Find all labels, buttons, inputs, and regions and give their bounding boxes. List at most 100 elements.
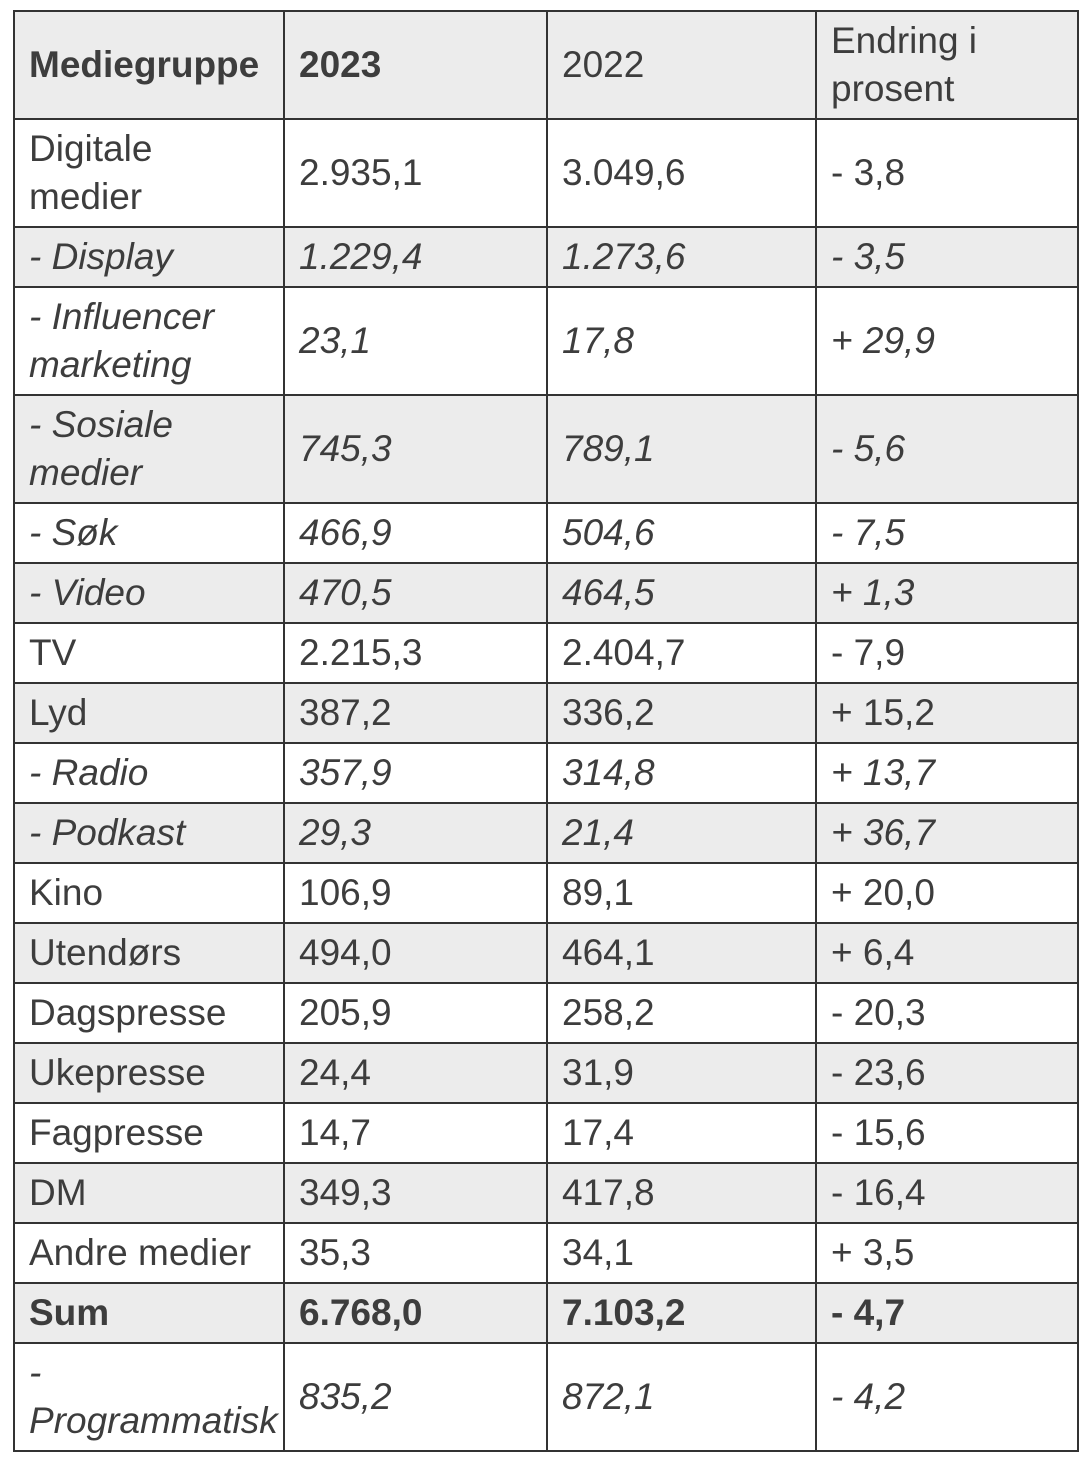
table-row: Digitale medier 2.935,1 3.049,6- 3,8: [13, 118, 1079, 228]
value-2023-cell: 24,4: [283, 1042, 548, 1104]
value-2023-cell: 470,5: [283, 562, 548, 624]
table-header: Mediegruppe 2023 2022 Endring i prosent: [13, 10, 1079, 120]
value-2023-cell: 387,2: [283, 682, 548, 744]
value-2022-cell: 7.103,2: [546, 1282, 817, 1344]
table-row: Fagpresse 14,7 17,4- 15,6: [13, 1102, 1079, 1164]
table-row: - Display 1.229,4 1.273,6- 3,5: [13, 226, 1079, 288]
value-2022-cell: 417,8: [546, 1162, 817, 1224]
row-label-cell: - Podkast: [13, 802, 285, 864]
table-row: Andre medier 35,3 34,1 + 3,5: [13, 1222, 1079, 1284]
value-2023-cell: 745,3: [283, 394, 548, 504]
value-2022-cell: 872,1: [546, 1342, 817, 1452]
row-label-cell: - Sosiale medier: [13, 394, 285, 504]
table-row: TV 2.215,3 2.404,7- 7,9: [13, 622, 1079, 684]
change-percent-cell: + 6,4: [815, 922, 1079, 984]
change-percent-cell: + 20,0: [815, 862, 1079, 924]
value-2022-cell: 464,1: [546, 922, 817, 984]
row-label-cell: Lyd: [13, 682, 285, 744]
value-2022-cell: 17,8: [546, 286, 817, 396]
row-label-cell: - Influencer marketing: [13, 286, 285, 396]
value-2023-cell: 2.935,1: [283, 118, 548, 228]
table-row: - Programmatisk 835,2 872,1- 4,2: [13, 1342, 1079, 1452]
value-2023-cell: 466,9: [283, 502, 548, 564]
value-2022-cell: 504,6: [546, 502, 817, 564]
change-percent-cell: - 4,7: [815, 1282, 1079, 1344]
table-row: Sum 6.768,0 7.103,2- 4,7: [13, 1282, 1079, 1344]
table-row: Kino 106,9 89,1 + 20,0: [13, 862, 1079, 924]
value-2022-cell: 34,1: [546, 1222, 817, 1284]
change-percent-cell: - 5,6: [815, 394, 1079, 504]
value-2023-cell: 35,3: [283, 1222, 548, 1284]
change-percent-cell: - 3,5: [815, 226, 1079, 288]
table-row: - Video 470,5 464,5 + 1,3: [13, 562, 1079, 624]
row-label-cell: Digitale medier: [13, 118, 285, 228]
row-label-cell: Dagspresse: [13, 982, 285, 1044]
value-2022-cell: 31,9: [546, 1042, 817, 1104]
table-row: - Søk 466,9 504,6- 7,5: [13, 502, 1079, 564]
value-2022-cell: 3.049,6: [546, 118, 817, 228]
change-percent-cell: - 15,6: [815, 1102, 1079, 1164]
value-2023-cell: 205,9: [283, 982, 548, 1044]
table-row: - Sosiale medier 745,3 789,1- 5,6: [13, 394, 1079, 504]
table-row: Lyd 387,2 336,2 + 15,2: [13, 682, 1079, 744]
change-percent-cell: - 16,4: [815, 1162, 1079, 1224]
value-2023-cell: 2.215,3: [283, 622, 548, 684]
value-2023-cell: 1.229,4: [283, 226, 548, 288]
table-row: - Radio 357,9 314,8 + 13,7: [13, 742, 1079, 804]
value-2023-cell: 357,9: [283, 742, 548, 804]
header-2023: 2023: [283, 10, 548, 120]
value-2022-cell: 2.404,7: [546, 622, 817, 684]
row-label-cell: Fagpresse: [13, 1102, 285, 1164]
change-percent-cell: + 15,2: [815, 682, 1079, 744]
value-2023-cell: 23,1: [283, 286, 548, 396]
row-label-cell: Kino: [13, 862, 285, 924]
value-2022-cell: 336,2: [546, 682, 817, 744]
row-label-cell: - Søk: [13, 502, 285, 564]
table-row: - Podkast 29,3 21,4 + 36,7: [13, 802, 1079, 864]
table-row: Ukepresse 24,4 31,9- 23,6: [13, 1042, 1079, 1104]
change-percent-cell: - 4,2: [815, 1342, 1079, 1452]
value-2022-cell: 21,4: [546, 802, 817, 864]
row-label-cell: Andre medier: [13, 1222, 285, 1284]
change-percent-cell: - 3,8: [815, 118, 1079, 228]
value-2023-cell: 106,9: [283, 862, 548, 924]
row-label-cell: - Display: [13, 226, 285, 288]
row-label-cell: - Video: [13, 562, 285, 624]
row-label-cell: Ukepresse: [13, 1042, 285, 1104]
value-2023-cell: 835,2: [283, 1342, 548, 1452]
value-2023-cell: 6.768,0: [283, 1282, 548, 1344]
table-row: DM 349,3 417,8- 16,4: [13, 1162, 1079, 1224]
row-label-cell: DM: [13, 1162, 285, 1224]
value-2023-cell: 349,3: [283, 1162, 548, 1224]
row-label-cell: - Radio: [13, 742, 285, 804]
change-percent-cell: - 20,3: [815, 982, 1079, 1044]
table-row: Dagspresse 205,9 258,2- 20,3: [13, 982, 1079, 1044]
header-mediegruppe: Mediegruppe: [13, 10, 285, 120]
table-row: Utendørs 494,0 464,1 + 6,4: [13, 922, 1079, 984]
change-percent-cell: + 3,5: [815, 1222, 1079, 1284]
value-2022-cell: 89,1: [546, 862, 817, 924]
change-percent-cell: + 29,9: [815, 286, 1079, 396]
change-percent-cell: + 36,7: [815, 802, 1079, 864]
change-percent-cell: + 13,7: [815, 742, 1079, 804]
media-spend-table: Mediegruppe 2023 2022 Endring i prosent …: [13, 10, 1079, 1452]
change-percent-cell: + 1,3: [815, 562, 1079, 624]
row-label-cell: - Programmatisk: [13, 1342, 285, 1452]
change-percent-cell: - 23,6: [815, 1042, 1079, 1104]
header-endring-prosent: Endring i prosent: [815, 10, 1079, 120]
value-2023-cell: 14,7: [283, 1102, 548, 1164]
value-2023-cell: 29,3: [283, 802, 548, 864]
value-2022-cell: 464,5: [546, 562, 817, 624]
header-2022: 2022: [546, 10, 817, 120]
header-row: Mediegruppe 2023 2022 Endring i prosent: [13, 10, 1079, 120]
row-label-cell: Sum: [13, 1282, 285, 1344]
value-2022-cell: 1.273,6: [546, 226, 817, 288]
table-row: - Influencer marketing 23,1 17,8 + 29,9: [13, 286, 1079, 396]
table-body: Digitale medier 2.935,1 3.049,6- 3,8- Disp…: [13, 118, 1079, 1452]
value-2022-cell: 258,2: [546, 982, 817, 1044]
value-2022-cell: 789,1: [546, 394, 817, 504]
change-percent-cell: - 7,5: [815, 502, 1079, 564]
value-2022-cell: 17,4: [546, 1102, 817, 1164]
change-percent-cell: - 7,9: [815, 622, 1079, 684]
